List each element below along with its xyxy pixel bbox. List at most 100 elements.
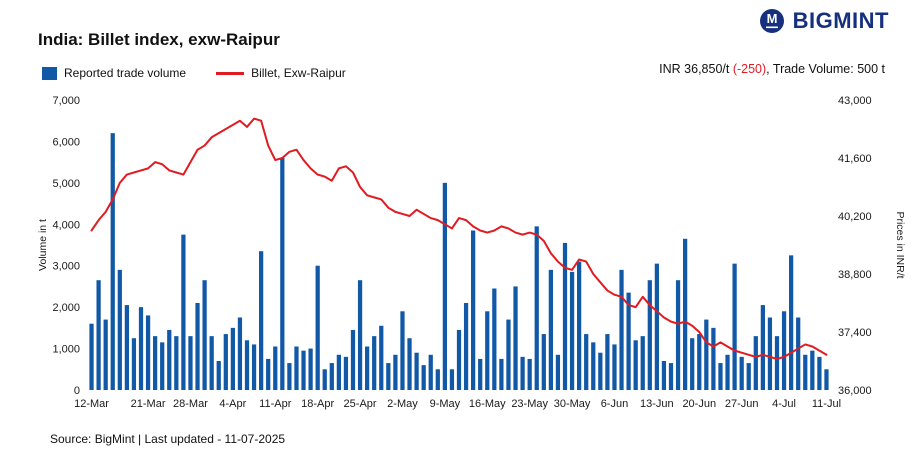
volume-bar — [379, 325, 384, 390]
left-axis-title: Volume in t — [37, 219, 49, 271]
volume-bar — [386, 363, 391, 390]
volume-bar — [138, 307, 144, 390]
svg-text:1,000: 1,000 — [52, 344, 80, 356]
svg-text:4-Jul: 4-Jul — [772, 398, 796, 410]
volume-bar — [117, 269, 122, 390]
volume-bar — [463, 303, 469, 390]
svg-text:30-May: 30-May — [554, 398, 591, 410]
right-axis-ticks: 36,000 37,400 38,800 40,200 41,600 43,000 — [838, 95, 872, 397]
svg-text:28-Mar: 28-Mar — [173, 398, 208, 410]
volume-bar — [435, 369, 440, 390]
svg-text:12-Mar: 12-Mar — [74, 398, 109, 410]
svg-text:7,000: 7,000 — [52, 95, 80, 107]
volume-bar — [407, 338, 412, 390]
volume-bar — [555, 354, 561, 390]
volume-bar — [167, 329, 172, 390]
volume-bar — [690, 338, 695, 390]
volume-bar — [732, 263, 737, 390]
volume-swatch — [42, 66, 57, 80]
svg-text:2,000: 2,000 — [52, 302, 80, 314]
volume-bar — [789, 255, 794, 390]
volume-bar — [110, 133, 115, 390]
volume-bar — [478, 358, 483, 390]
volume-bar — [534, 226, 539, 390]
volume-bar — [668, 363, 674, 390]
x-axis-ticks: 12-Mar 21-Mar 28-Mar 4-Apr 11-Apr 18-Apr 25-Ap… — [74, 398, 841, 410]
svg-text:M: M — [766, 11, 777, 26]
volume-bar — [697, 334, 702, 390]
price-value: INR 36,850/t — [659, 62, 733, 76]
volume-bar — [485, 311, 490, 390]
svg-text:16-May: 16-May — [469, 398, 506, 410]
right-axis-title: Prices in INR/t — [894, 211, 906, 278]
volume-bar — [746, 363, 751, 390]
volume-bar — [350, 329, 356, 390]
svg-text:40,200: 40,200 — [838, 211, 872, 223]
volume-bar — [209, 336, 214, 390]
volume-bar — [541, 334, 546, 390]
volume-bar — [499, 358, 504, 390]
volume-bar — [675, 280, 681, 390]
volume-bar — [230, 327, 235, 390]
volume-bar — [527, 358, 532, 390]
volume-bar — [372, 336, 377, 390]
svg-text:38,800: 38,800 — [838, 269, 872, 281]
volume-bar — [753, 336, 758, 390]
volume-bar — [174, 336, 179, 390]
svg-text:21-Mar: 21-Mar — [131, 398, 166, 410]
volume-bar — [216, 361, 221, 390]
volume-bar — [569, 271, 575, 390]
source-note: Source: BigMint | Last updated - 11-07-2… — [50, 432, 286, 446]
svg-text:6,000: 6,000 — [52, 136, 80, 148]
volume-bar — [661, 361, 667, 390]
volume-bars — [89, 133, 829, 390]
volume-bar — [153, 336, 158, 390]
volume-bar — [760, 305, 765, 390]
price-line — [90, 117, 828, 360]
volume-bar — [520, 356, 525, 390]
volume-bar — [103, 319, 108, 390]
svg-text:3,000: 3,000 — [52, 261, 80, 273]
chart-canvas: 0 1,000 2,000 3,000 4,000 5,000 6,000 7,000 36,0… — [37, 95, 906, 410]
volume-bar — [824, 369, 829, 390]
volume-bar — [421, 365, 426, 390]
svg-text:37,400: 37,400 — [838, 327, 872, 339]
legend-price-label: Billet, Exw-Raipur — [251, 66, 346, 80]
svg-text:4,000: 4,000 — [52, 219, 80, 231]
volume-bar — [266, 358, 271, 390]
volume-bar — [683, 238, 688, 390]
volume-bar — [471, 230, 476, 390]
volume-bar — [774, 336, 780, 390]
volume-bar — [428, 354, 433, 390]
volume-bar — [237, 317, 243, 390]
svg-text:9-May: 9-May — [430, 398, 461, 410]
volume-bar — [329, 363, 334, 390]
chart-title: India: Billet index, exw-Raipur — [38, 30, 280, 49]
legend-volume-label: Reported trade volume — [64, 66, 187, 80]
volume-bar — [414, 352, 419, 390]
volume-bar — [633, 340, 638, 390]
svg-text:4-Apr: 4-Apr — [219, 398, 246, 410]
svg-text:11-Jul: 11-Jul — [812, 398, 841, 410]
volume-bar — [280, 158, 285, 390]
volume-bar — [513, 286, 518, 390]
svg-text:0: 0 — [74, 385, 80, 397]
chart-legend: Reported trade volume Billet, Exw-Raipur — [42, 66, 346, 80]
volume-bar — [654, 263, 659, 390]
volume-bar — [449, 369, 455, 390]
volume-bar — [188, 336, 193, 390]
svg-text:2-May: 2-May — [387, 398, 418, 410]
volume-bar — [145, 315, 151, 390]
volume-bar — [647, 280, 652, 390]
svg-text:27-Jun: 27-Jun — [725, 398, 759, 410]
volume-bar — [131, 338, 137, 390]
bigmint-logo-text: BIGMINT — [792, 8, 889, 33]
volume-bar — [202, 280, 207, 390]
svg-text:25-Apr: 25-Apr — [344, 398, 377, 410]
trade-volume-text: , Trade Volume: 500 t — [766, 62, 885, 76]
svg-text:41,600: 41,600 — [838, 153, 872, 165]
volume-bar — [181, 234, 186, 390]
volume-bar — [796, 317, 801, 390]
volume-bar — [725, 354, 730, 390]
